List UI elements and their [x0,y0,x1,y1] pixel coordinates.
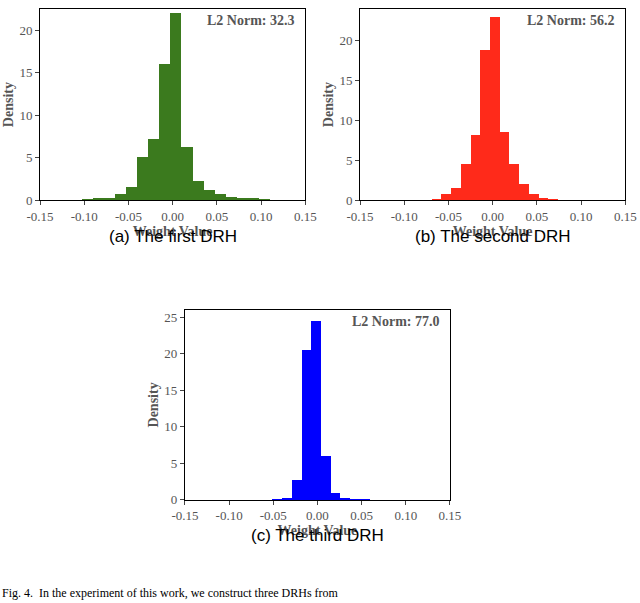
svg-text:20: 20 [164,346,177,361]
svg-text:20: 20 [339,33,352,48]
svg-text:L2 Norm: 32.3: L2 Norm: 32.3 [207,13,295,28]
svg-text:-0.10: -0.10 [71,209,98,224]
svg-text:15: 15 [339,73,352,88]
svg-text:0.00: 0.00 [306,508,329,523]
svg-text:Density: Density [1,82,16,127]
svg-text:0.15: 0.15 [439,508,462,523]
svg-text:0.15: 0.15 [294,209,317,224]
svg-text:10: 10 [339,113,352,128]
svg-text:0: 0 [346,193,353,208]
svg-text:(a) The first DRH: (a) The first DRH [109,227,237,246]
svg-text:Density: Density [146,382,161,427]
svg-text:-0.05: -0.05 [435,209,462,224]
svg-text:0: 0 [26,193,33,208]
svg-text:0.00: 0.00 [481,209,504,224]
svg-text:0.10: 0.10 [250,209,273,224]
svg-text:-0.05: -0.05 [115,209,142,224]
svg-text:0.00: 0.00 [161,209,184,224]
svg-text:0: 0 [171,492,178,507]
svg-text:5: 5 [171,456,178,471]
svg-text:5: 5 [26,150,33,165]
svg-text:L2 Norm: 77.0: L2 Norm: 77.0 [352,314,440,329]
svg-text:-0.05: -0.05 [260,508,287,523]
svg-text:-0.10: -0.10 [391,209,418,224]
svg-text:-0.15: -0.15 [26,209,53,224]
svg-text:(b) The second DRH: (b) The second DRH [415,227,571,246]
svg-text:L2 Norm: 56.2: L2 Norm: 56.2 [527,13,615,28]
svg-text:0.15: 0.15 [614,209,637,224]
svg-text:Density: Density [321,82,336,127]
svg-text:Weight Value: Weight Value [453,224,533,239]
svg-text:0.05: 0.05 [205,209,228,224]
svg-text:-0.15: -0.15 [171,508,198,523]
svg-text:0.05: 0.05 [350,508,373,523]
svg-text:10: 10 [19,108,32,123]
svg-text:0.10: 0.10 [570,209,593,224]
svg-text:Weight Value: Weight Value [133,224,213,239]
svg-text:Fig. 4. In the experiment of: Fig. 4. In the experiment of this work, … [2,586,339,600]
svg-text:-0.10: -0.10 [216,508,243,523]
svg-text:25: 25 [164,310,177,325]
svg-text:5: 5 [346,153,353,168]
svg-text:-0.15: -0.15 [346,209,373,224]
svg-text:(c) The third DRH: (c) The third DRH [251,526,384,545]
svg-text:0.10: 0.10 [394,508,417,523]
svg-text:15: 15 [19,65,32,80]
svg-text:15: 15 [164,383,177,398]
svg-text:Weight Value: Weight Value [278,523,358,538]
svg-text:0.05: 0.05 [525,209,548,224]
svg-text:20: 20 [19,23,32,38]
svg-text:10: 10 [164,419,177,434]
